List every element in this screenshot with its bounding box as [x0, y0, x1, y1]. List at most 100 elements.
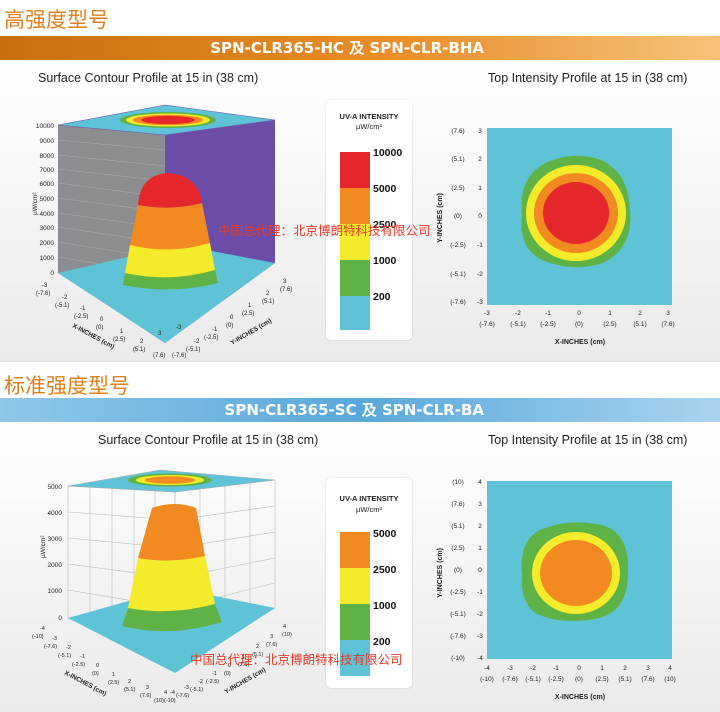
- y-axis-ticks: 4 (10) 3 (7.6) 2 (5.1) 1 (2.5) 0 (0) -1 …: [164, 624, 292, 704]
- y-tick: (0): [454, 213, 462, 220]
- watermark-text: 中国总代理：北京博朗特科技有限公司: [218, 223, 431, 238]
- top-y-ticks: (7.6) 3 (5.1) 2 (2.5) 1 (0) 0 (-2.5) -1 …: [450, 128, 483, 306]
- legend-level-label: 10000: [373, 147, 403, 159]
- y-tick: (-5.1): [450, 611, 466, 618]
- legend-title: UV-A INTENSITY: [339, 494, 399, 503]
- y-tick: -1: [212, 327, 218, 333]
- legend-level-label: 200: [373, 291, 391, 303]
- top-x-axis-label: X-INCHES (cm): [555, 339, 605, 346]
- y-axis-ticks: 3 (7.6) 2 (5.1) 1 (2.5) 0 (0) -1 (-2.5) …: [172, 279, 292, 359]
- model-banner-standard-intensity: SPN-CLR365-SC 及 SPN-CLR-BA: [0, 398, 720, 422]
- x-tick: (-7.6): [479, 321, 495, 328]
- y-tick: (5.1): [262, 299, 274, 305]
- top-y-ticks: (10) 4 (7.6) 3 (5.1) 2 (2.5) 1 (0) 0 (-2…: [450, 479, 483, 662]
- y-tick: (7.6): [280, 287, 292, 293]
- y-tick: 1: [478, 545, 482, 552]
- legend-level-label: 5000: [373, 183, 397, 195]
- x-tick: 3: [158, 331, 162, 337]
- x-tick: (7.6): [153, 353, 165, 359]
- y-tick: 0: [228, 663, 231, 669]
- legend-level-label: 200: [373, 636, 391, 648]
- y-tick: 2: [478, 156, 482, 163]
- z-tick: 1000: [48, 588, 63, 595]
- top-caption: Top Intensity Profile at 15 in (38 cm): [488, 71, 688, 85]
- legend-swatch-red: [340, 152, 370, 188]
- z-tick: 4000: [40, 211, 55, 218]
- y-tick: (5.1): [451, 156, 464, 163]
- x-axis-ticks: -3 (-7.6) -2 (-5.1) -1 (-2.5) 0 (0) 1 (2…: [36, 283, 165, 359]
- legend-swatch-cyan: [340, 296, 370, 330]
- x-tick: (10): [154, 698, 164, 704]
- y-tick: (-5.1): [190, 687, 203, 693]
- legend-swatch-cyan: [340, 640, 370, 676]
- y-tick: (0): [224, 671, 231, 677]
- x-tick: (-10): [480, 676, 494, 683]
- x-tick: (-7.6): [36, 291, 50, 297]
- x-tick: (-5.1): [525, 676, 541, 683]
- z-tick: 0: [58, 615, 62, 622]
- top-intensity-chart-2: (10) 4 (7.6) 3 (5.1) 2 (2.5) 1 (0) 0 (-2…: [437, 479, 676, 701]
- x-tick: (-2.5): [72, 662, 85, 668]
- x-tick: (-7.6): [502, 676, 518, 683]
- y-tick: (2.5): [451, 545, 464, 552]
- x-tick: (0): [575, 321, 583, 328]
- legend-swatch-orange: [340, 188, 370, 224]
- intensity-legend-1: UV-A INTENSITY µW/cm² 10000 5000 2500 10…: [326, 100, 412, 340]
- x-tick: 0: [96, 663, 99, 669]
- y-tick: (-10): [164, 698, 176, 704]
- legend-level-label: 2500: [373, 564, 397, 576]
- x-tick: -1: [553, 665, 559, 672]
- x-tick: (-5.1): [510, 321, 526, 328]
- x-tick: (-2.5): [548, 676, 564, 683]
- legend-swatch-yellow: [340, 568, 370, 604]
- z-axis-ticks: 10000 9000 8000 7000 6000 5000 4000 3000…: [36, 123, 54, 277]
- y-tick: -2: [194, 339, 200, 345]
- x-tick: -1: [80, 654, 85, 660]
- x-tick: (7.6): [641, 676, 654, 683]
- y-tick: 2: [266, 291, 270, 297]
- x-tick: (5.1): [133, 347, 145, 353]
- z-tick: 10000: [36, 123, 54, 130]
- z-axis-label: µW/cm²: [40, 535, 47, 558]
- y-tick: (2.5): [242, 311, 254, 317]
- x-axis-label: X-INCHES (cm): [63, 670, 107, 698]
- x-tick: -1: [545, 310, 551, 317]
- contour-red: [543, 182, 609, 244]
- x-tick: 2: [623, 665, 627, 672]
- legend-unit: µW/cm²: [356, 122, 382, 131]
- y-tick: (7.6): [266, 642, 277, 648]
- y-tick: -3: [184, 685, 189, 691]
- x-tick: (-5.1): [58, 653, 71, 659]
- y-tick: (-7.6): [450, 299, 466, 306]
- y-tick: 4: [283, 624, 286, 630]
- y-tick: (-2.5): [204, 335, 218, 341]
- legend-level-label: 5000: [373, 528, 397, 540]
- z-tick: 4000: [48, 510, 63, 517]
- x-tick: (5.1): [124, 687, 135, 693]
- y-tick: -2: [477, 611, 483, 618]
- z-tick: 1000: [40, 255, 55, 262]
- top-caption: Top Intensity Profile at 15 in (38 cm): [488, 433, 688, 447]
- y-tick: 0: [230, 315, 234, 321]
- y-tick: (10): [452, 479, 464, 486]
- top-intensity-chart-1: (7.6) 3 (5.1) 2 (2.5) 1 (0) 0 (-2.5) -1 …: [437, 128, 675, 346]
- x-tick: -2: [515, 310, 521, 317]
- top-x-ticks: -3 (-7.6) -2 (-5.1) -1 (-2.5) 0 (0) 1 (2…: [479, 310, 674, 328]
- x-tick: (2.5): [113, 337, 125, 343]
- x-tick: 1: [120, 329, 124, 335]
- y-tick: 3: [478, 128, 482, 135]
- x-tick: 2: [128, 679, 131, 685]
- y-tick: 1: [242, 654, 245, 660]
- y-tick: (5.1): [252, 652, 263, 658]
- x-tick: -1: [80, 306, 86, 312]
- z-tick: 0: [50, 270, 54, 277]
- surface-band-orange: [130, 203, 210, 250]
- y-tick: 2: [256, 644, 259, 650]
- legend-swatch-green: [340, 260, 370, 296]
- y-tick: -4: [170, 690, 175, 696]
- y-tick: -3: [176, 325, 182, 331]
- y-tick: -2: [198, 679, 203, 685]
- z-tick: 6000: [40, 181, 55, 188]
- y-tick: (7.6): [451, 128, 464, 135]
- x-tick: (-5.1): [55, 303, 69, 309]
